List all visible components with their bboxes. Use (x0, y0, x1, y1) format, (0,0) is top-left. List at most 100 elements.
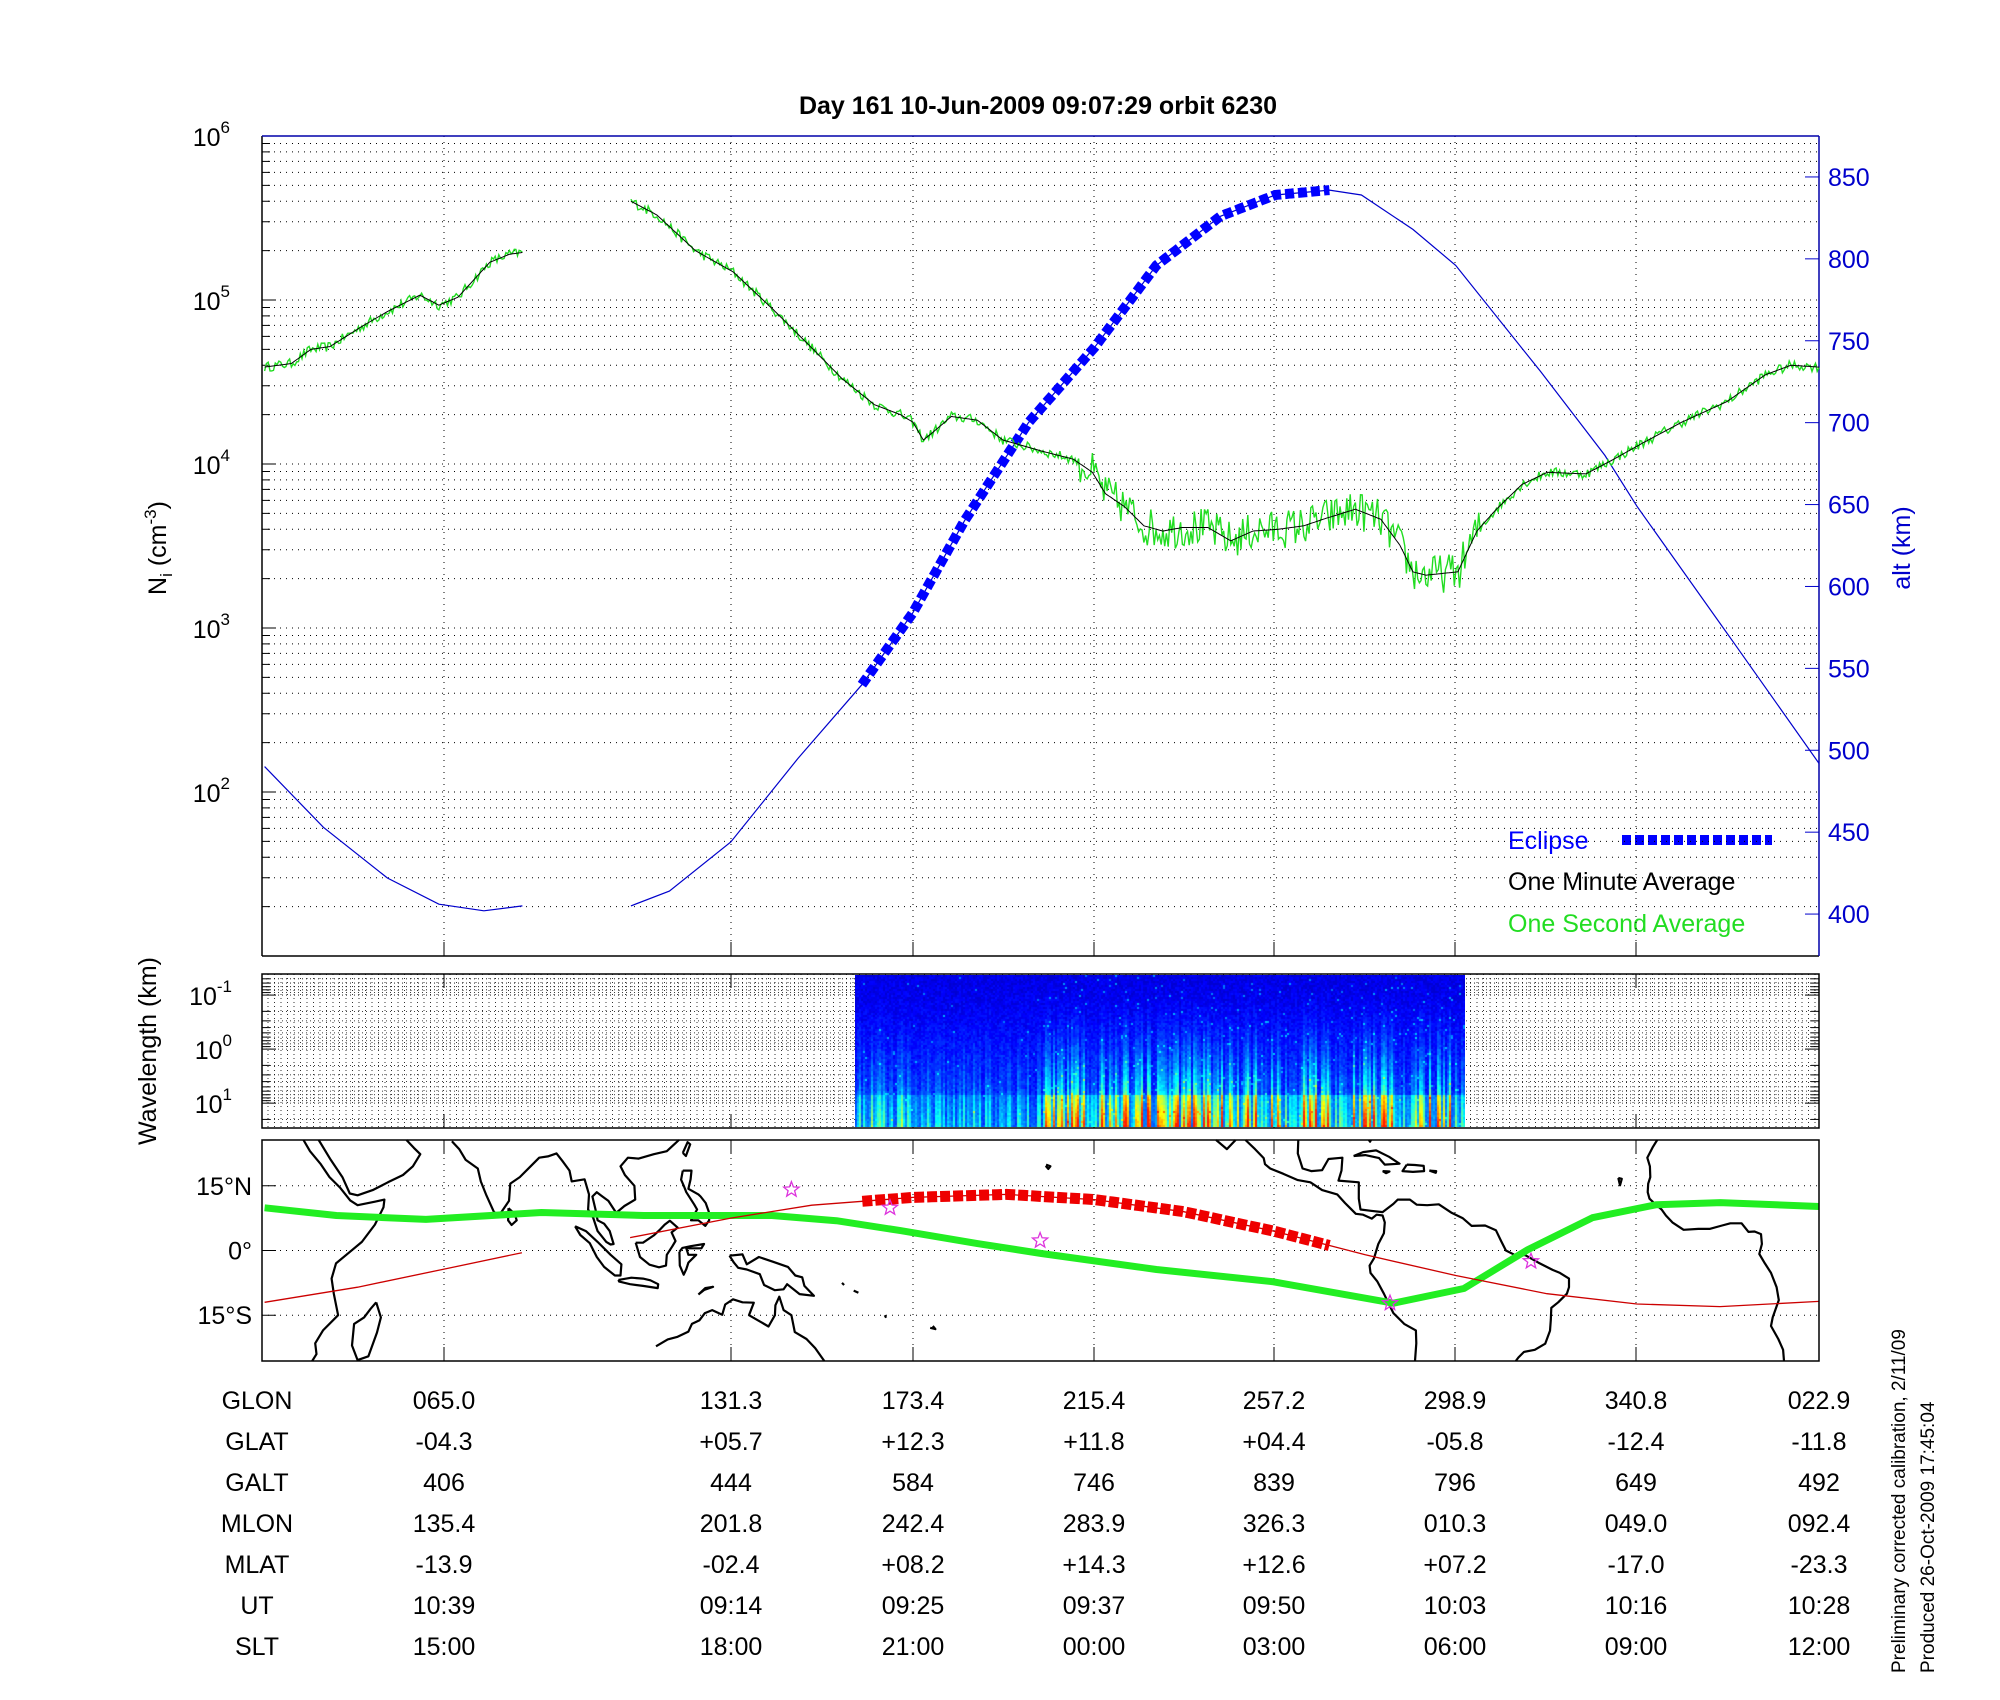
legend-one-minute: One Minute Average (1508, 868, 1735, 896)
lat-tick-label: 0° (228, 1238, 252, 1266)
table-row-label: UT (240, 1592, 273, 1620)
table-cell: 09:50 (1243, 1592, 1306, 1620)
y-tick-exp: -1 (217, 977, 232, 996)
table-row-glon: GLON 065.0 131.3 173.4 215.4 257.2 298.9 340.8 0… (222, 1387, 1851, 1415)
coastline (302, 1139, 386, 1362)
table-cell: 444 (710, 1469, 752, 1497)
coastline (1044, 1163, 1052, 1171)
table-cell: 326.3 (1243, 1510, 1306, 1538)
satellite-track-line (264, 1252, 523, 1303)
table-row-galt: GALT 406 444 584 746 839 796 649 492 (225, 1469, 1840, 1497)
table-cell: +05.7 (699, 1428, 762, 1456)
table-cell: 131.3 (700, 1387, 763, 1415)
table-row-label: GLAT (225, 1428, 288, 1456)
y-tick-base: 10 (189, 983, 217, 1011)
y-tick-exp: 5 (221, 282, 230, 301)
alt-tick-label: 700 (1828, 410, 1870, 438)
coastline (929, 1325, 937, 1331)
table-cell: 21:00 (882, 1633, 945, 1661)
star-marker (1380, 1293, 1400, 1312)
coastline (655, 1295, 826, 1362)
table-row-mlon: MLON 135.4 201.8 242.4 283.9 326.3 010.3 049.0 0… (221, 1510, 1850, 1538)
star-marker (782, 1179, 801, 1198)
table-cell: 15:00 (413, 1633, 476, 1661)
table-cell: -05.8 (1427, 1428, 1484, 1456)
coastline (1646, 1139, 1786, 1362)
table-row-label: MLON (221, 1510, 293, 1538)
table-cell: 283.9 (1063, 1510, 1126, 1538)
table-cell: 09:25 (882, 1592, 945, 1620)
track-eclipse-marker (861, 1188, 1331, 1251)
y-tick-base: 10 (193, 616, 221, 644)
table-cell: -11.8 (1791, 1428, 1846, 1456)
y-tick-base: 10 (193, 124, 221, 152)
coastline (1353, 1149, 1401, 1166)
star-marker (1521, 1251, 1541, 1270)
y-tick-label: 10-1 (189, 977, 232, 1011)
table-row-slt: SLT 15:00 18:00 21:00 00:00 03:00 06:00 09:00 12… (235, 1633, 1850, 1661)
spectrogram-frame (261, 973, 1820, 1129)
map-grid (262, 1140, 1819, 1361)
table-cell: -04.3 (416, 1428, 473, 1456)
coastline (1617, 1176, 1623, 1187)
y-tick-exp: 0 (223, 1031, 232, 1050)
star-marker (880, 1197, 900, 1216)
table-cell: 10:39 (413, 1592, 476, 1620)
table-cell: 10:03 (1424, 1592, 1487, 1620)
y-tick-exp: 3 (221, 610, 230, 629)
alt-tick-label: 450 (1828, 819, 1870, 847)
table-cell: 796 (1434, 1469, 1476, 1497)
table-cell: +12.6 (1242, 1551, 1305, 1579)
table-cell: 09:37 (1063, 1592, 1126, 1620)
altitude-y-axis-label: alt (km) (1888, 506, 1916, 589)
coastline (841, 1282, 845, 1286)
alt-tick-label: 600 (1828, 573, 1870, 601)
coastline (883, 1314, 888, 1319)
table-cell: -23.3 (1791, 1551, 1848, 1579)
legend: Eclipse One Minute Average One Second Av… (1508, 827, 1772, 938)
map-frame (261, 1139, 1820, 1362)
density-one-second-line (630, 198, 1820, 593)
density-one-second-line (263, 248, 523, 372)
coastline (681, 1141, 692, 1158)
table-cell: 340.8 (1605, 1387, 1668, 1415)
coastline (728, 1253, 816, 1297)
table-cell: 065.0 (413, 1387, 476, 1415)
ylabel-unit-pre: (cm (144, 525, 172, 574)
table-cell: 135.4 (413, 1510, 476, 1538)
table-cell: 12:00 (1788, 1633, 1851, 1661)
altitude-line (264, 766, 523, 912)
table-cell: 092.4 (1788, 1510, 1851, 1538)
table-cell: 839 (1253, 1469, 1295, 1497)
table-cell: +07.2 (1423, 1551, 1486, 1579)
table-cell: 298.9 (1424, 1387, 1487, 1415)
table-cell: 00:00 (1063, 1633, 1126, 1661)
footnote-produced: Produced 26-Oct-2009 17:45:04 (1918, 1401, 1939, 1673)
legend-eclipse: Eclipse (1508, 827, 1589, 855)
ylabel-main: N (144, 577, 172, 595)
y-tick-label: 106 (193, 118, 230, 152)
chart-title: Day 161 10-Jun-2009 09:07:29 orbit 6230 (799, 92, 1277, 120)
table-cell: +12.3 (881, 1428, 944, 1456)
coastline (617, 1276, 660, 1290)
alt-tick-label: 500 (1828, 737, 1870, 765)
table-cell: +11.8 (1063, 1428, 1124, 1456)
table-cell: +14.3 (1062, 1551, 1125, 1579)
table-cell: 010.3 (1424, 1510, 1487, 1538)
y-tick-label: 102 (193, 774, 230, 808)
table-row-glat: GLAT -04.3 +05.7 +12.3 +11.8 +04.4 -05.8 -12.4 -… (225, 1428, 1846, 1456)
ylabel-sub: i (157, 573, 176, 577)
table-cell: +04.4 (1242, 1428, 1305, 1456)
table-cell: 215.4 (1063, 1387, 1126, 1415)
coastline (1382, 1170, 1391, 1175)
y-tick-base: 10 (195, 1091, 223, 1119)
y-tick-exp: 4 (221, 446, 230, 465)
coastline (1428, 1169, 1438, 1174)
table-cell: 049.0 (1605, 1510, 1668, 1538)
density-y-axis-label: Ni (cm-3) (141, 501, 176, 595)
y-tick-label: 103 (193, 610, 230, 644)
y-tick-base: 10 (195, 1037, 223, 1065)
coastline (1215, 1139, 1237, 1151)
